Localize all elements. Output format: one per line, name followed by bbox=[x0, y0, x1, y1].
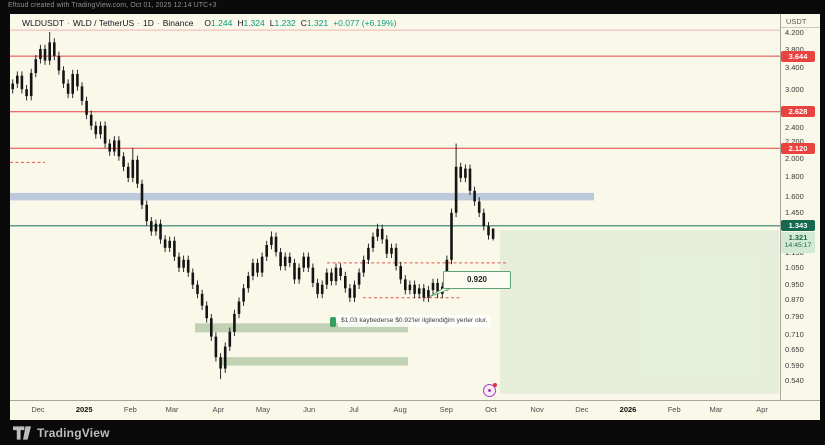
ohlc-value: 1.321 bbox=[306, 18, 329, 28]
horizontal-line-price-label: 1.343 bbox=[781, 220, 815, 231]
change-value: +0.077 (+6.19%) bbox=[333, 18, 397, 28]
time-tick: Jun bbox=[303, 405, 316, 414]
ohlc-key: O bbox=[204, 18, 212, 28]
price-tick: 3.000 bbox=[785, 84, 804, 94]
time-tick: Dec bbox=[31, 405, 45, 414]
time-tick: Feb bbox=[667, 405, 681, 414]
time-axis-divider bbox=[10, 400, 820, 401]
idea-pin-icon[interactable] bbox=[483, 383, 497, 397]
exchange-label: Binance bbox=[162, 18, 194, 28]
price-tick: 2.200 bbox=[785, 137, 804, 147]
time-tick: Jul bbox=[349, 405, 359, 414]
time-tick: Apr bbox=[212, 405, 225, 414]
price-tick: 2.000 bbox=[785, 153, 804, 163]
time-tick: Feb bbox=[123, 405, 137, 414]
alert-price-badge: 2.120 bbox=[781, 142, 815, 154]
watch-green-area[interactable] bbox=[500, 230, 779, 394]
price-tick: 0.870 bbox=[785, 295, 804, 305]
time-tick: Sep bbox=[439, 405, 453, 414]
idea-pin-dot bbox=[488, 389, 491, 392]
footer-bar: TradingView bbox=[0, 420, 825, 445]
price-tick: 3.400 bbox=[785, 63, 804, 73]
ohlc-value: 1.232 bbox=[274, 18, 296, 28]
price-tick: 0.710 bbox=[785, 329, 804, 339]
alert-price-badge: 3.644 bbox=[781, 50, 815, 62]
tradingview-logo-icon bbox=[13, 425, 31, 440]
price-tick: 1.450 bbox=[785, 208, 804, 218]
tradingview-logo[interactable]: TradingView bbox=[13, 426, 110, 440]
ohlc-values: O1.244 H1.324 L1.232 C1.321 bbox=[199, 18, 328, 28]
symbol-legend[interactable]: WLDUSDT · WLD / TetherUS · 1D · Binance O1.244 H… bbox=[22, 18, 397, 28]
demand-green-band[interactable] bbox=[222, 357, 408, 366]
price-tick: 2.400 bbox=[785, 122, 804, 132]
time-tick: Mar bbox=[709, 405, 723, 414]
trade-note-annotation[interactable]: $1.03 kaybederse $0.92'ler ilgilendiğim … bbox=[338, 315, 491, 327]
time-tick: May bbox=[255, 405, 271, 414]
price-tick: 0.540 bbox=[785, 376, 804, 386]
price-tick: 0.950 bbox=[785, 280, 804, 290]
price-axis-divider bbox=[780, 14, 781, 400]
axis-top-divider bbox=[781, 27, 820, 28]
time-tick: 2026 bbox=[619, 405, 637, 414]
ohlc-key: C bbox=[300, 18, 307, 28]
ohlc-key: H bbox=[237, 18, 244, 28]
price-tick: 1.600 bbox=[785, 191, 804, 201]
separator: · bbox=[156, 18, 160, 28]
price-axis-currency: USDT bbox=[786, 17, 807, 26]
alert-price-badge: 2.628 bbox=[781, 106, 815, 118]
candlestick-series bbox=[11, 32, 495, 380]
time-tick: Dec bbox=[575, 405, 589, 414]
supply-blue-band[interactable] bbox=[10, 192, 594, 201]
separator: · bbox=[67, 18, 70, 28]
last-price-badge: 1.321 14:45:17 bbox=[781, 232, 815, 253]
time-tick: Nov bbox=[530, 405, 544, 414]
separator: · bbox=[137, 18, 140, 28]
price-tick: 0.790 bbox=[785, 311, 804, 321]
time-tick: Oct bbox=[485, 405, 497, 414]
price-tick: 0.650 bbox=[785, 344, 804, 354]
idea-pin-alert-dot bbox=[493, 383, 497, 387]
price-tick: 0.590 bbox=[785, 361, 804, 371]
symbol-description: WLD / TetherUS bbox=[72, 18, 135, 28]
price-tick: 1.800 bbox=[785, 171, 804, 181]
last-price-value: 1.321 bbox=[788, 233, 808, 242]
price-tick: 4.200 bbox=[785, 27, 804, 37]
note-anchor-icon[interactable] bbox=[330, 317, 336, 327]
chart-panel bbox=[10, 14, 820, 420]
time-tick: 2025 bbox=[75, 405, 93, 414]
bar-countdown: 14:45:17 bbox=[784, 242, 812, 249]
demand-green-band[interactable] bbox=[195, 323, 408, 333]
attribution-text: Eftsud created with TradingView.com, Oct… bbox=[8, 2, 217, 9]
price-callout-0.920[interactable]: 0.920 bbox=[443, 271, 511, 289]
time-tick: Mar bbox=[165, 405, 179, 414]
price-tick: 3.800 bbox=[785, 44, 804, 54]
ohlc-key: L bbox=[269, 18, 275, 28]
symbol-name: WLDUSDT bbox=[22, 18, 65, 28]
ohlc-value: 1.244 bbox=[211, 18, 233, 28]
ohlc-value: 1.324 bbox=[243, 18, 265, 28]
brand-name: TradingView bbox=[37, 425, 110, 440]
time-tick: Aug bbox=[393, 405, 407, 414]
interval-label: 1D bbox=[142, 18, 154, 28]
time-tick: Apr bbox=[756, 405, 768, 414]
price-tick: 1.050 bbox=[785, 263, 804, 273]
